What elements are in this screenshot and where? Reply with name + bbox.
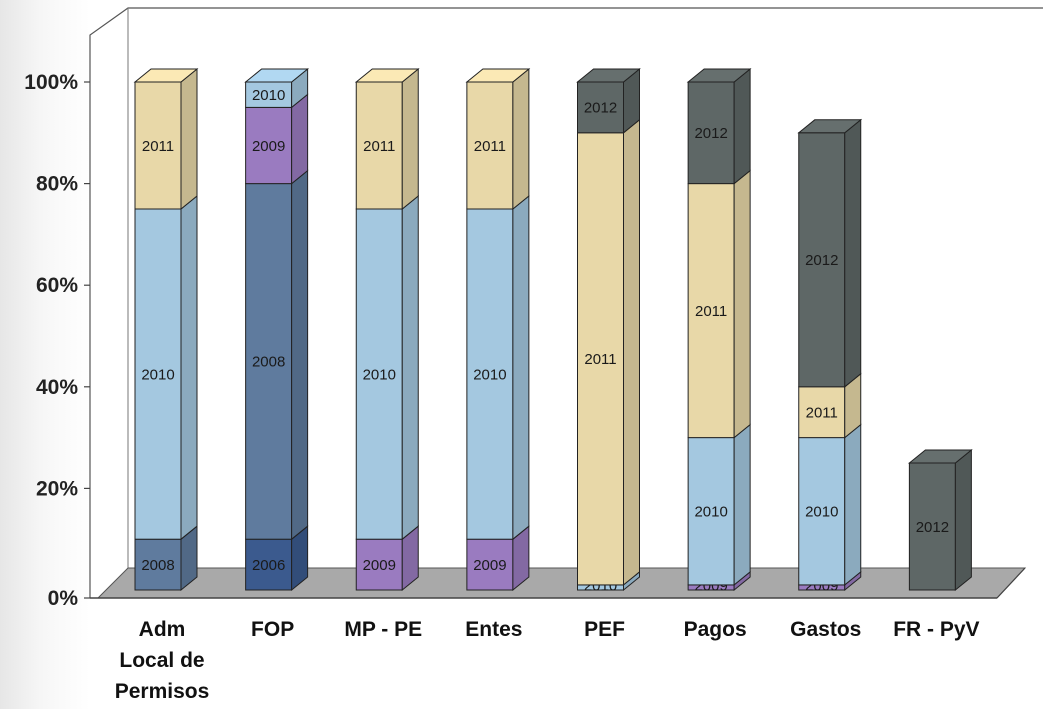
bar-stack: 2012: [907, 448, 973, 592]
bar-segment-side: [954, 448, 972, 592]
bar-segment-front: [245, 183, 293, 540]
bar-segment-label: 2011: [142, 138, 174, 155]
bar-segment-front: [687, 437, 735, 586]
bar-segment-label: 2009: [363, 557, 396, 574]
y-tick-label: 80%: [36, 173, 78, 196]
x-category-label: Gastos: [790, 618, 861, 641]
bar-segment-label: 2008: [252, 354, 285, 371]
bar-segment-top: [354, 68, 420, 83]
x-category-label: Adm Local de Permisos: [115, 618, 210, 703]
bar-segment-top: [244, 68, 310, 83]
bar-segment-top: [465, 68, 531, 83]
bar-segment-front: [466, 208, 514, 540]
bar-segment-top: [133, 68, 199, 83]
bar-segment-label: 2010: [252, 87, 285, 104]
bar-segment-label: 2011: [695, 303, 727, 320]
bar-segment-front: [245, 106, 293, 185]
x-category-label: FR - PyV: [893, 618, 979, 641]
bar-segment-label: 2011: [806, 404, 838, 421]
bar-segment-side: [844, 423, 862, 586]
back-wall-outline: [89, 7, 1043, 598]
bars-group: 2008 2010 2011 2006 2008 2009 2010 2009 2010 2011…: [133, 67, 973, 595]
bar-segment-front: [577, 81, 624, 134]
bar-segment-side: [180, 194, 198, 541]
x-category-label: PEF: [584, 618, 625, 641]
bar-segment-label: 2011: [584, 351, 616, 368]
bar-segment-side: [401, 67, 419, 211]
bar-segment-front: [798, 437, 846, 586]
bar-segment-side: [623, 118, 640, 586]
bar-segment-label: 2010: [473, 366, 506, 383]
bar-segment-label: 2006: [252, 557, 285, 574]
bar-segment-front: [466, 538, 514, 591]
x-category-label: Pagos: [684, 618, 747, 641]
bar-segment-label: 2011: [363, 138, 395, 155]
bar-segment-front: [355, 208, 403, 540]
bar-segment-label: 2012: [694, 125, 727, 142]
bar-segment-side: [401, 194, 419, 541]
bar-segment-label: 2012: [805, 252, 838, 269]
bar-stack: 2009 2010 2011: [354, 67, 420, 592]
bar-segment-top: [576, 68, 641, 83]
bar-segment-label: 2010: [363, 366, 396, 383]
bar-segment-label: 2008: [141, 557, 174, 574]
bar-segment-side: [512, 67, 530, 211]
bar-stack: 2006 2008 2009 2010: [244, 67, 310, 592]
x-category-label: Entes: [465, 618, 522, 641]
bar-segment-side: [512, 194, 530, 541]
bar-segment-label: 2009: [473, 557, 506, 574]
bar-segment-top: [907, 449, 973, 464]
bar-segment-side: [844, 118, 862, 388]
y-axis: 0% 20% 40% 60% 80% 100%: [24, 71, 90, 610]
x-category-label: MP - PE: [344, 618, 422, 641]
bar-segment-label: 2012: [584, 100, 617, 117]
bar-stack: 2009 2010 2011: [465, 67, 531, 592]
bar-segment-top: [797, 119, 863, 134]
y-tick-label: 20%: [36, 477, 78, 500]
floor-plane: [96, 567, 1027, 599]
bar-segment-front: [355, 538, 403, 591]
bar-segment-label: 2010: [694, 504, 727, 521]
bar-segment-side: [733, 169, 751, 439]
floor-right-edge: [996, 567, 1026, 599]
bar-segment-label: 2011: [474, 138, 506, 155]
bar-segment-side: [291, 169, 309, 541]
bar-segment-top: [686, 68, 752, 83]
x-axis: Adm Local de Permisos FOP MP - PE Entes PEF Pag…: [90, 567, 1026, 703]
bar-segment-side: [291, 93, 309, 185]
chart-walls: [89, 7, 1043, 599]
bar-segment-label: 2012: [916, 519, 949, 536]
bar-segment-label: 2009: [252, 138, 285, 155]
bar-segment-side: [733, 423, 751, 586]
bar-segment-label: 2010: [805, 504, 838, 521]
y-tick-label: 100%: [24, 71, 78, 94]
x-category-label: FOP: [251, 618, 294, 641]
bar-segment-label: 2010: [141, 366, 174, 383]
bar-segment-front: [577, 132, 624, 586]
bar-segment-side: [180, 67, 198, 211]
y-tick-label: 60%: [36, 274, 78, 297]
bar-segment-front: [134, 538, 182, 591]
y-tick-label: 40%: [36, 376, 78, 399]
bar-segment-front: [908, 462, 956, 591]
bar-segment-side: [733, 67, 751, 185]
y-tick-label: 0%: [48, 587, 79, 610]
bar-stack: 2008 2010 2011: [133, 67, 199, 592]
